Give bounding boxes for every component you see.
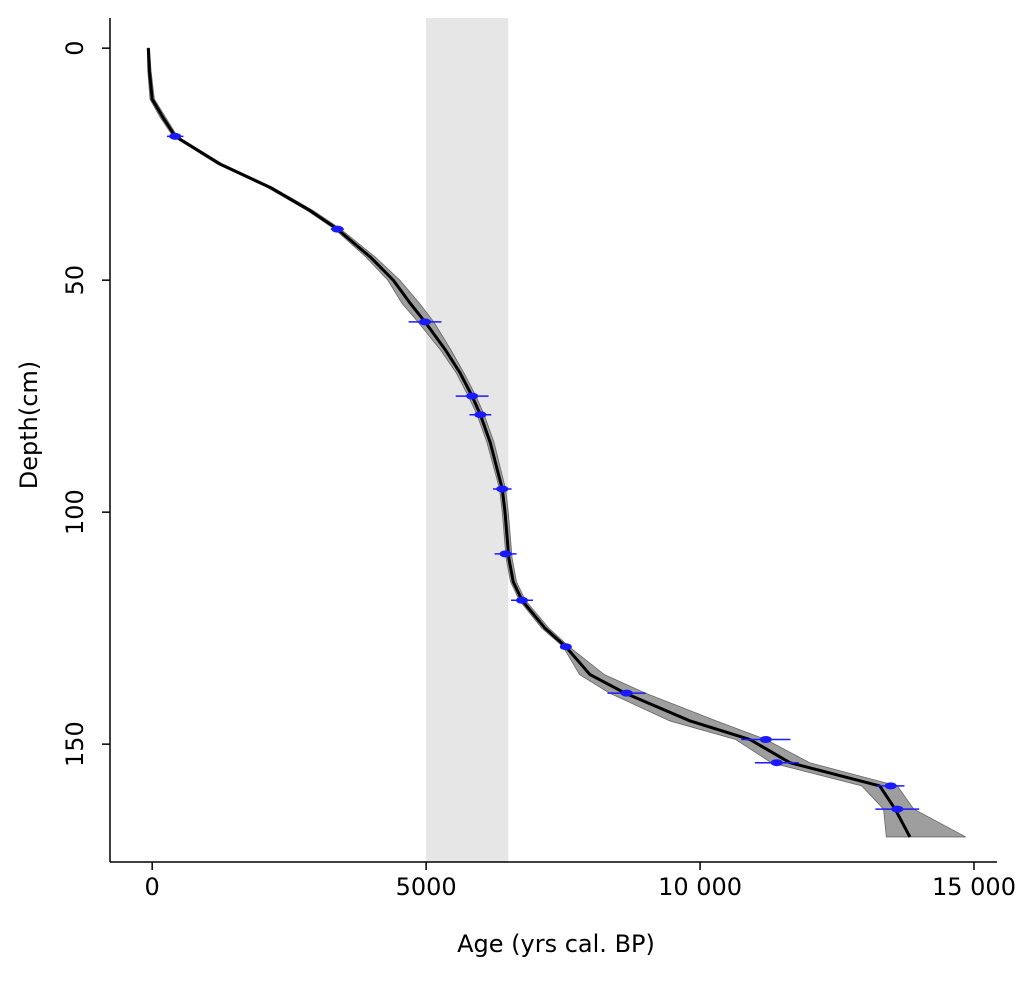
date-point <box>496 485 509 493</box>
date-point <box>759 736 772 744</box>
y-tick-label: 0 <box>61 41 89 56</box>
y-tick-label: 50 <box>61 265 89 296</box>
x-tick-label: 5000 <box>396 873 457 901</box>
x-tick-label: 10 000 <box>658 873 742 901</box>
x-tick-label: 0 <box>145 873 160 901</box>
date-point <box>466 392 479 400</box>
date-point <box>474 411 487 419</box>
highlight-band <box>426 18 509 862</box>
y-tick-label: 100 <box>61 489 89 535</box>
y-tick-label: 150 <box>61 721 89 767</box>
confidence-band <box>146 47 966 838</box>
date-point <box>419 318 432 326</box>
date-point <box>515 596 528 604</box>
date-point <box>331 225 344 233</box>
x-axis-label: Age (yrs cal. BP) <box>457 930 655 958</box>
date-point <box>620 689 633 697</box>
date-point <box>891 805 904 813</box>
date-point <box>559 643 572 651</box>
date-point <box>884 782 897 790</box>
x-tick-label: 15 000 <box>932 873 1016 901</box>
date-point <box>770 759 783 767</box>
date-point <box>169 132 182 140</box>
y-axis-label: Depth(cm) <box>15 361 43 489</box>
date-point <box>499 550 512 558</box>
age-depth-curve <box>146 48 912 838</box>
